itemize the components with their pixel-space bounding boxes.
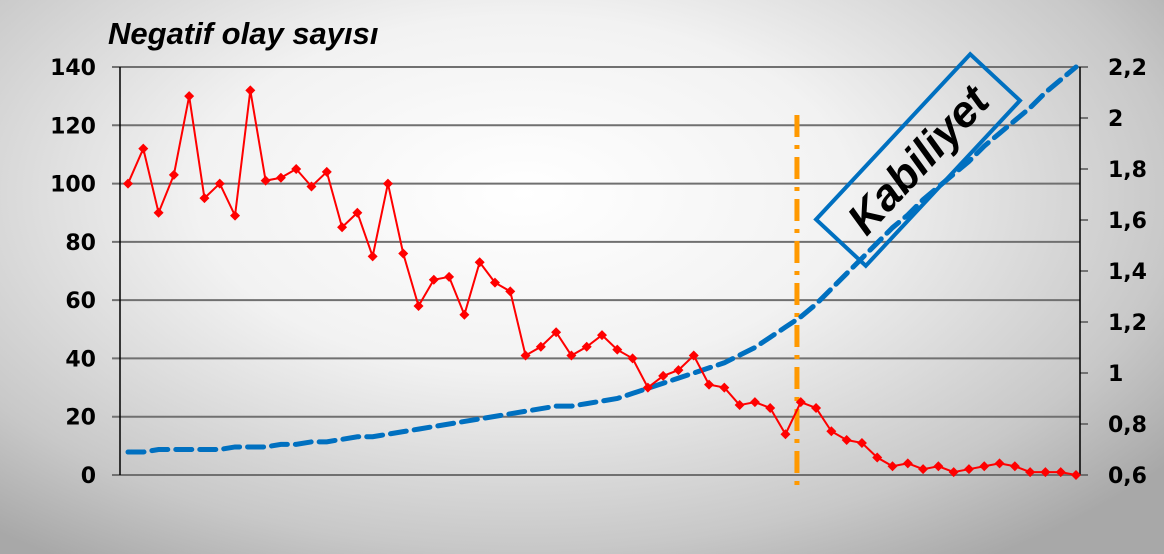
- data-point: [811, 402, 822, 413]
- y2-tick-label: 0,8: [1108, 413, 1147, 438]
- y2-tick-label: 1,8: [1108, 158, 1147, 183]
- data-point: [337, 222, 348, 233]
- data-point: [795, 397, 806, 408]
- data-point: [245, 85, 256, 96]
- data-point: [489, 277, 500, 288]
- data-point: [887, 461, 898, 472]
- data-point: [642, 382, 653, 393]
- y-tick-label: 100: [50, 173, 96, 198]
- data-point: [352, 207, 363, 218]
- data-point: [123, 178, 133, 189]
- data-point: [1071, 470, 1081, 480]
- data-point: [306, 181, 317, 192]
- y2-tick-label: 1,4: [1108, 260, 1147, 285]
- data-point: [749, 397, 760, 408]
- data-point: [260, 175, 271, 186]
- data-point: [734, 400, 745, 411]
- data-point: [719, 382, 730, 393]
- series-capability-line: [125, 64, 1079, 455]
- data-point: [168, 169, 179, 180]
- data-point: [658, 370, 669, 381]
- data-point: [597, 330, 607, 341]
- data-point: [612, 344, 623, 355]
- data-point: [704, 379, 715, 390]
- data-point: [918, 464, 929, 475]
- data-point: [428, 274, 439, 285]
- data-point: [1025, 467, 1036, 478]
- label-box-border: [813, 51, 1023, 269]
- data-point: [841, 435, 852, 446]
- data-point: [948, 467, 959, 478]
- y2-tick-label: 0,6: [1108, 464, 1147, 489]
- data-point: [1040, 467, 1051, 478]
- y-tick-label: 120: [50, 114, 96, 139]
- y-tick-label: 0: [81, 464, 96, 489]
- data-point: [902, 458, 913, 469]
- data-point: [673, 365, 684, 376]
- data-point: [963, 464, 974, 475]
- data-point: [275, 172, 286, 183]
- data-point: [627, 353, 638, 364]
- data-point: [1055, 467, 1066, 478]
- y2-tick-label: 1,6: [1108, 209, 1147, 234]
- data-point: [933, 461, 944, 472]
- data-point: [780, 429, 791, 440]
- data-point: [688, 350, 699, 361]
- data-point: [520, 350, 531, 361]
- y-tick-label: 60: [65, 289, 96, 314]
- y-tick-label: 40: [65, 347, 96, 372]
- y2-tick-label: 1,2: [1108, 311, 1147, 336]
- data-point: [321, 166, 332, 177]
- data-point: [872, 452, 883, 463]
- kabiliyet-label-box: Kabiliyet: [813, 51, 1023, 269]
- data-point: [566, 350, 577, 361]
- data-point: [856, 437, 867, 448]
- data-point: [153, 207, 164, 218]
- data-point: [459, 309, 470, 320]
- y2-tick-label: 2: [1108, 107, 1123, 132]
- y-tick-label: 80: [65, 231, 96, 256]
- data-point: [382, 178, 393, 189]
- data-point: [184, 91, 195, 102]
- data-point: [230, 210, 241, 221]
- y-tick-label: 140: [50, 56, 96, 81]
- data-point: [398, 248, 409, 259]
- data-point: [413, 300, 424, 311]
- data-point: [505, 286, 516, 297]
- data-point: [765, 402, 776, 413]
- data-point: [291, 164, 302, 174]
- data-point: [826, 426, 837, 437]
- y2-tick-label: 1: [1108, 362, 1123, 387]
- data-point: [138, 143, 149, 154]
- data-point: [551, 327, 562, 338]
- data-point: [444, 271, 455, 282]
- data-point: [474, 257, 485, 268]
- data-point: [1009, 461, 1020, 472]
- data-point: [199, 193, 210, 204]
- data-point: [581, 341, 592, 352]
- data-point: [979, 461, 990, 472]
- y2-tick-label: 2,2: [1108, 56, 1147, 81]
- data-point: [535, 341, 546, 352]
- chart-title: Negatif olay sayısı: [108, 16, 379, 51]
- data-point: [367, 251, 378, 262]
- label-box-text: Kabiliyet: [838, 75, 1001, 244]
- y-tick-label: 20: [65, 406, 96, 431]
- data-point: [994, 458, 1005, 469]
- data-point: [214, 178, 225, 189]
